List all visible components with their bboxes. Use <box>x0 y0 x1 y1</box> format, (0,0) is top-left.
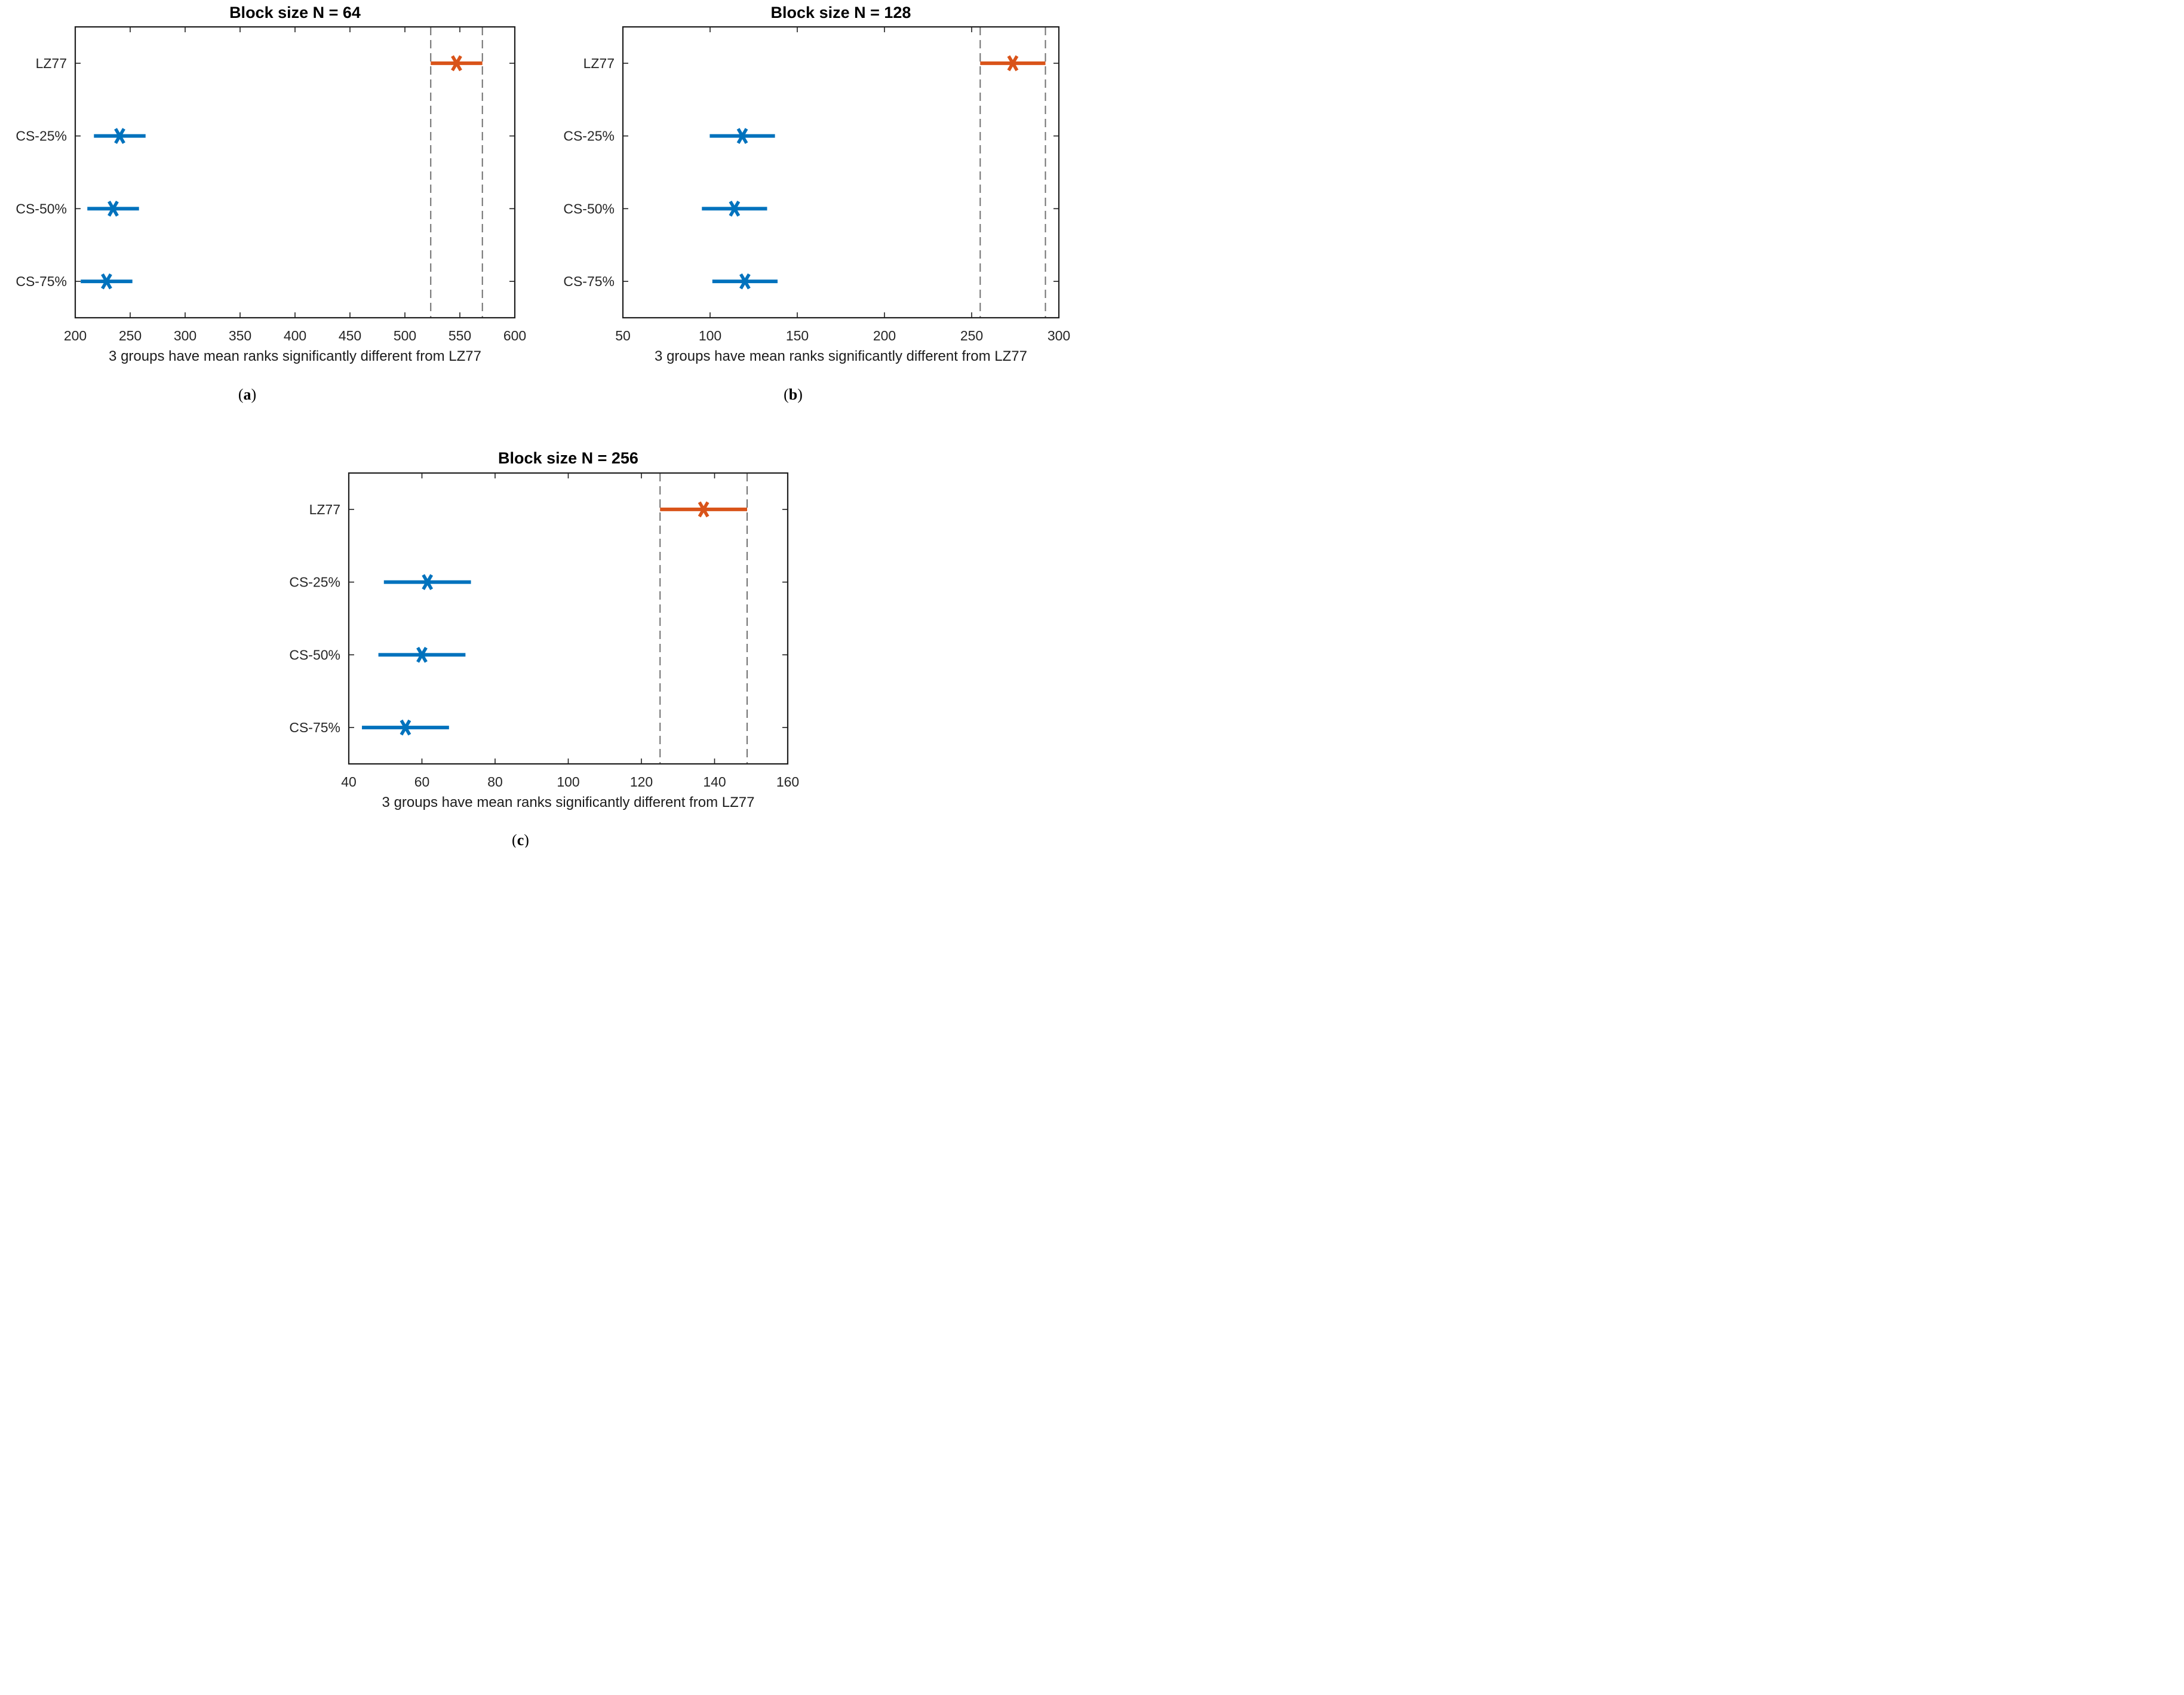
x-tick-label: 140 <box>703 774 726 790</box>
caption-letter: b <box>788 386 798 403</box>
group-label-LZ77: LZ77 <box>583 56 615 71</box>
x-tick-label: 200 <box>873 328 896 343</box>
chart-c-xlabel: 3 groups have mean ranks significantly d… <box>382 794 755 810</box>
group-label-CS-25%: CS-25% <box>289 575 340 590</box>
chart-b: 50 100 150 200 250 300 LZ77 CS-25% CS-50% CS-75% <box>563 26 1070 343</box>
chart-a-xlabel: 3 groups have mean ranks significantly d… <box>109 348 481 364</box>
mean-marker-CS-50% <box>416 646 428 663</box>
mean-marker-LZ77 <box>698 501 709 518</box>
mean-marker-LZ77 <box>1007 55 1019 72</box>
caption-open: ( <box>784 386 789 403</box>
group-label-CS-50%: CS-50% <box>289 647 340 662</box>
group-label-LZ77: LZ77 <box>309 502 340 517</box>
axes-box <box>622 26 1060 319</box>
mean-marker-CS-75% <box>101 273 112 290</box>
caption-close: ) <box>251 386 257 403</box>
mean-marker-CS-50% <box>107 200 119 217</box>
group-label-CS-50%: CS-50% <box>563 201 615 216</box>
caption-close: ) <box>797 386 803 403</box>
x-tick-label: 250 <box>960 328 983 343</box>
x-tick-label: 500 <box>394 328 416 343</box>
caption-letter: a <box>243 386 251 403</box>
x-tick-label: 60 <box>414 774 430 790</box>
group-label-CS-25%: CS-25% <box>563 128 615 144</box>
x-tick-label: 200 <box>64 328 87 343</box>
x-tick-label: 40 <box>341 774 357 790</box>
mean-marker-CS-75% <box>739 273 751 290</box>
x-tick-label: 400 <box>284 328 306 343</box>
chart-b-caption: (b) <box>575 386 1011 404</box>
x-tick-label: 350 <box>229 328 251 343</box>
chart-a-title: Block size N = 64 <box>229 4 361 22</box>
chart-b-xlabel: 3 groups have mean ranks significantly d… <box>655 348 1027 364</box>
mean-marker-CS-25% <box>114 128 125 145</box>
group-label-LZ77: LZ77 <box>36 56 67 71</box>
mean-marker-CS-25% <box>736 128 748 145</box>
chart-a-caption: (a) <box>27 386 467 404</box>
group-label-CS-50%: CS-50% <box>16 201 67 216</box>
axes-box <box>348 472 789 765</box>
figure-page: 200 250 300 350 400 450 500 550 600 LZ77 CS-25% CS-… <box>0 0 1092 848</box>
x-tick-label: 550 <box>449 328 471 343</box>
x-tick-label: 250 <box>119 328 142 343</box>
x-tick-label: 100 <box>699 328 721 343</box>
group-label-CS-75%: CS-75% <box>563 274 615 289</box>
x-tick-label: 120 <box>630 774 653 790</box>
caption-letter: c <box>517 831 524 848</box>
chart-a: 200 250 300 350 400 450 500 550 600 LZ77 CS-25% CS-… <box>16 26 526 343</box>
mean-marker-LZ77 <box>451 55 462 72</box>
figure-canvas: 200 250 300 350 400 450 500 550 600 LZ77 CS-25% CS-… <box>16 26 1070 790</box>
x-tick-label: 150 <box>786 328 809 343</box>
mean-marker-CS-75% <box>400 719 411 736</box>
x-tick-label: 450 <box>339 328 361 343</box>
chart-c: 40 60 80 100 120 140 160 LZ77 CS-25% CS-50% CS-75% <box>289 472 799 790</box>
axes-box <box>74 26 516 319</box>
x-tick-label: 300 <box>174 328 196 343</box>
x-tick-label: 80 <box>487 774 503 790</box>
caption-open: ( <box>512 831 517 848</box>
chart-c-caption: (c) <box>301 831 740 848</box>
chart-b-title: Block size N = 128 <box>770 4 911 22</box>
group-label-CS-75%: CS-75% <box>289 720 340 735</box>
x-tick-label: 600 <box>503 328 526 343</box>
group-label-CS-25%: CS-25% <box>16 128 67 144</box>
x-tick-label: 100 <box>557 774 579 790</box>
mean-marker-CS-25% <box>422 574 434 591</box>
caption-close: ) <box>524 831 529 848</box>
x-tick-label: 50 <box>615 328 631 343</box>
group-label-CS-75%: CS-75% <box>16 274 67 289</box>
mean-marker-CS-50% <box>729 200 741 217</box>
chart-c-title: Block size N = 256 <box>498 449 638 467</box>
x-tick-label: 300 <box>1048 328 1070 343</box>
x-tick-label: 160 <box>776 774 799 790</box>
caption-open: ( <box>238 386 244 403</box>
